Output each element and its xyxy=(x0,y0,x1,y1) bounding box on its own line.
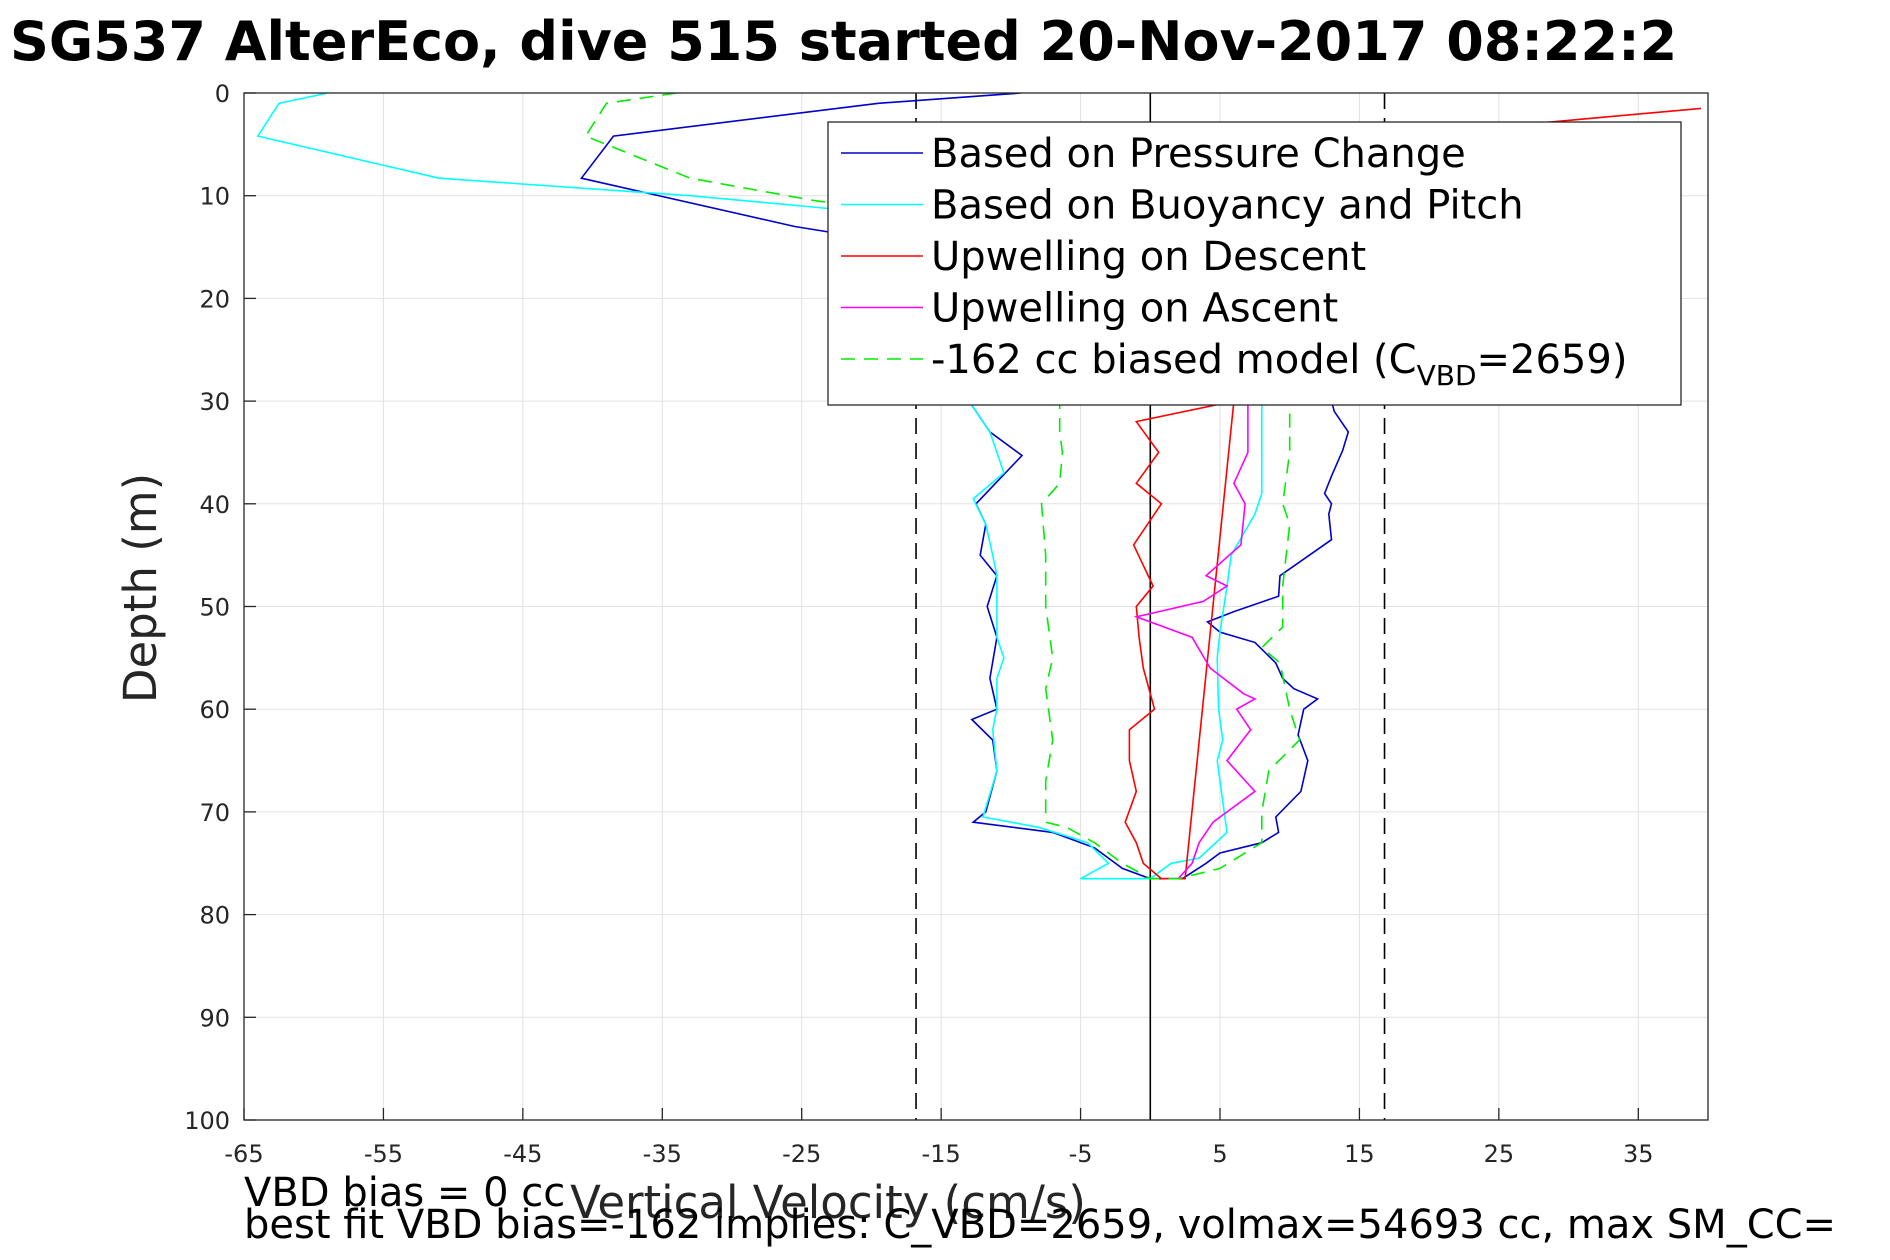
x-tick-label: 15 xyxy=(1344,1140,1375,1168)
y-tick-label: 70 xyxy=(199,799,230,827)
y-tick-label: 100 xyxy=(184,1107,230,1135)
y-tick-label: 0 xyxy=(215,80,230,108)
x-axis-ticks: -65 -55 -45 -35 -25 -15 -5 5 15 25 35 xyxy=(224,1108,1654,1168)
legend-entry: Based on Pressure Change xyxy=(931,131,1466,177)
legend-entry: Upwelling on Descent xyxy=(931,234,1366,280)
chart-title: SG537 AlterEco, dive 515 started 20-Nov-… xyxy=(10,10,1677,73)
best-fit-note: best fit VBD bias=-162 implies: C_VBD=26… xyxy=(244,1202,1836,1248)
series-line-4 xyxy=(1133,401,1257,880)
y-tick-label: 50 xyxy=(199,594,230,622)
x-tick-label: -5 xyxy=(1069,1140,1093,1168)
x-tick-label: -35 xyxy=(643,1140,682,1168)
x-tick-label: -55 xyxy=(364,1140,403,1168)
legend-box xyxy=(827,121,1682,406)
y-tick-label: 20 xyxy=(199,285,230,313)
series-line-3 xyxy=(1124,107,1702,880)
legend-entry: -162 cc biased model (CVBD=2659) xyxy=(931,337,1627,392)
x-tick-label: -25 xyxy=(782,1140,821,1168)
x-tick-label: -45 xyxy=(503,1140,542,1168)
chart-legend: Based on Pressure Change Based on Buoyanc… xyxy=(827,121,1682,406)
vbd-bias-note: VBD bias = 0 cc xyxy=(244,1170,565,1216)
y-tick-label: 80 xyxy=(199,902,230,930)
legend-entry: Upwelling on Ascent xyxy=(931,286,1338,332)
x-tick-label: 25 xyxy=(1484,1140,1515,1168)
y-tick-label: 90 xyxy=(199,1004,230,1032)
legend-entry: Based on Buoyancy and Pitch xyxy=(931,183,1524,229)
x-tick-label: -65 xyxy=(224,1140,263,1168)
y-tick-label: 30 xyxy=(199,388,230,416)
x-tick-label: -15 xyxy=(922,1140,961,1168)
x-tick-label: 5 xyxy=(1212,1140,1227,1168)
y-axis-label: Depth (m) xyxy=(114,473,167,703)
y-axis-ticks: 0 10 20 30 40 50 60 70 80 90 100 xyxy=(184,80,256,1135)
y-tick-label: 60 xyxy=(199,696,230,724)
y-tick-label: 40 xyxy=(199,491,230,519)
y-tick-label: 10 xyxy=(199,183,230,211)
x-axis-label: Vertical Velocity (cm/s) xyxy=(570,1176,1086,1229)
x-tick-label: 35 xyxy=(1623,1140,1654,1168)
